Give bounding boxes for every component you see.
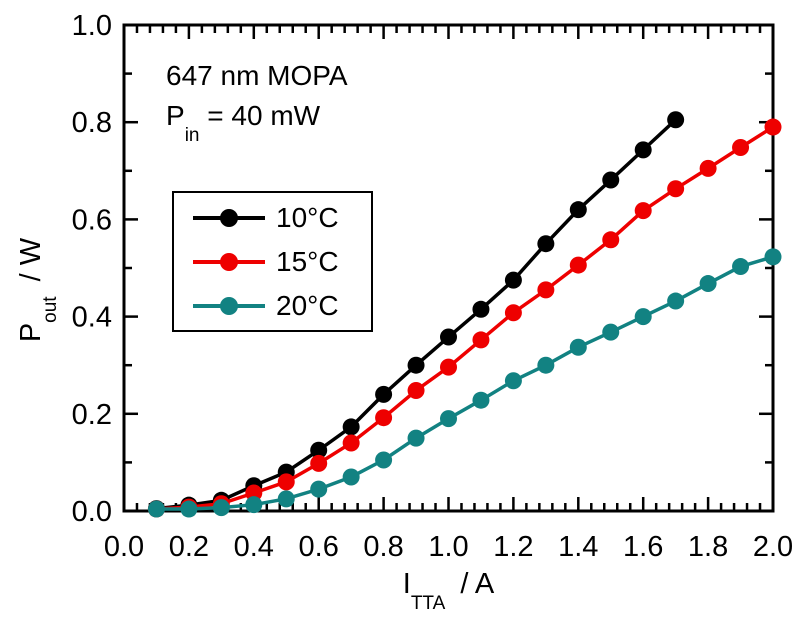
data-point	[147, 500, 165, 518]
legend-label: 20°C	[276, 289, 339, 321]
y-tick-label: 1.0	[72, 10, 112, 42]
y-tick-label: 0.6	[72, 204, 112, 236]
y-axis-unit: / W	[15, 237, 47, 282]
data-point	[245, 484, 263, 502]
legend-marker-icon	[193, 208, 265, 227]
series-15C	[147, 118, 782, 518]
data-point	[569, 201, 587, 219]
x-tick-labels: 0.0 0.2 0.4 0.6 0.8 1.0 1.2 1.4 1.6 1.8 2.0	[104, 531, 793, 563]
legend-label: 10°C	[276, 201, 339, 233]
data-point	[667, 292, 685, 310]
y-tick-labels: 0.0 0.2 0.4 0.6 0.8 1.0	[72, 10, 112, 528]
annotation-line1: 647 nm MOPA	[166, 60, 348, 91]
x-tick-label: 1.4	[558, 531, 598, 563]
x-tick-label: 1.8	[688, 531, 728, 563]
y-axis-symbol: P	[15, 322, 47, 343]
legend-marker-icon	[193, 296, 265, 315]
data-point	[472, 300, 490, 318]
data-point	[569, 338, 587, 356]
data-point	[440, 358, 457, 376]
data-point	[602, 323, 620, 341]
legend-item-20C: 20°C	[174, 286, 371, 325]
x-tick-label: 0.6	[299, 531, 339, 563]
x-axis-label: ITTA / A	[124, 568, 773, 613]
data-point	[537, 356, 555, 374]
data-point	[375, 451, 393, 469]
data-point	[407, 429, 425, 447]
y-axis-subscript: out	[39, 296, 61, 323]
y-tick-label: 0.0	[72, 496, 112, 528]
y-tick-label: 0.8	[72, 107, 112, 139]
data-point	[310, 454, 328, 472]
annotation-line2: Pin = 40 mW	[166, 96, 348, 145]
legend-marker-icon	[193, 252, 265, 271]
data-point	[602, 231, 620, 249]
annotation-line2-subscript: in	[184, 124, 200, 146]
data-point	[407, 381, 425, 399]
data-point	[634, 202, 652, 220]
data-point	[342, 418, 360, 436]
x-tick-label: 1.6	[623, 531, 663, 563]
data-point	[634, 308, 652, 326]
data-point	[537, 281, 555, 299]
x-tick-label: 2.0	[753, 531, 793, 563]
data-point	[504, 372, 522, 390]
legend: 10°C 15°C 20°C	[172, 191, 373, 332]
data-point	[472, 331, 490, 349]
data-point	[180, 500, 198, 518]
data-point	[504, 271, 522, 289]
y-tick-label: 0.2	[72, 399, 112, 431]
x-axis-subscript: TTA	[410, 592, 446, 614]
data-point	[764, 248, 782, 266]
data-point	[602, 171, 620, 189]
x-tick-label: 1.0	[428, 531, 468, 563]
data-point	[245, 496, 263, 514]
data-point	[212, 499, 230, 517]
annotation: 647 nm MOPA Pin = 40 mW	[166, 56, 348, 145]
data-point	[342, 434, 360, 452]
legend-item-10C: 10°C	[174, 198, 371, 237]
data-point	[277, 473, 295, 491]
plot-frame	[122, 23, 775, 513]
annotation-line2-value: = 40 mW	[207, 100, 321, 131]
y-tick-label: 0.4	[72, 302, 112, 334]
x-tick-label: 0.8	[363, 531, 403, 563]
data-point	[375, 385, 393, 403]
x-tick-label: 0.2	[169, 531, 209, 563]
data-point	[375, 409, 393, 427]
data-point	[569, 256, 587, 274]
legend-item-15C: 15°C	[174, 242, 371, 281]
data-point	[732, 138, 750, 156]
annotation-line2-symbol: P	[166, 100, 185, 131]
data-point	[667, 180, 685, 198]
data-point	[699, 159, 717, 177]
data-point	[407, 356, 425, 374]
data-point	[764, 118, 782, 136]
data-point	[310, 480, 328, 498]
x-tick-label: 0.0	[104, 531, 144, 563]
x-tick-label: 0.4	[234, 531, 274, 563]
data-point	[699, 275, 717, 293]
x-axis-unit: / A	[460, 568, 495, 600]
data-point	[440, 328, 457, 346]
x-tick-label: 1.2	[493, 531, 533, 563]
data-point	[667, 111, 685, 129]
series-20C	[147, 248, 782, 518]
data-point	[310, 441, 328, 459]
data-point	[634, 141, 652, 159]
x-axis-symbol: I	[402, 568, 411, 600]
legend-label: 15°C	[276, 245, 339, 277]
data-point	[277, 490, 295, 508]
y-axis-label: Pout / W	[15, 145, 61, 435]
data-point	[440, 410, 457, 428]
data-point	[504, 304, 522, 322]
data-point	[342, 468, 360, 486]
data-point	[732, 258, 750, 276]
data-point	[472, 391, 490, 409]
data-point	[537, 235, 555, 253]
